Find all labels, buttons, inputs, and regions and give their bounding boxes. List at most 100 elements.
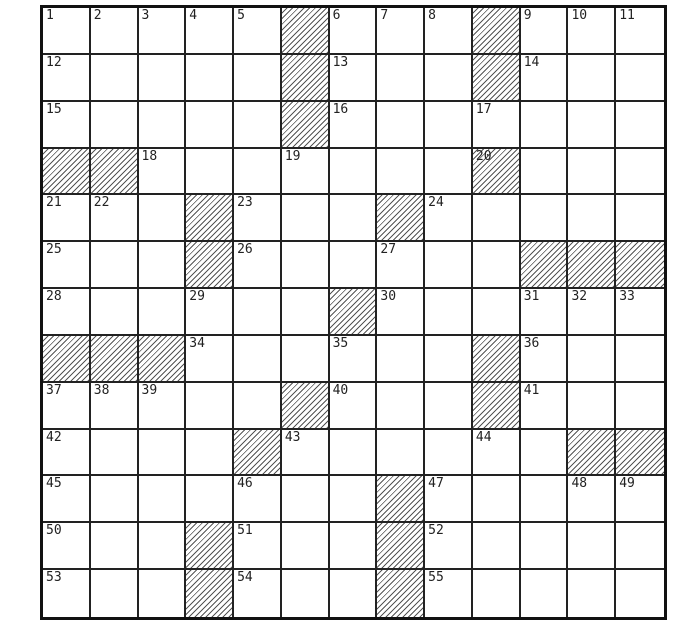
- crossword-cell[interactable]: [568, 335, 617, 383]
- crossword-cell[interactable]: 41: [520, 382, 569, 430]
- crossword-cell[interactable]: 50: [43, 523, 91, 571]
- crossword-cell[interactable]: [138, 195, 187, 243]
- crossword-cell[interactable]: [90, 523, 139, 571]
- crossword-cell[interactable]: [234, 54, 282, 102]
- crossword-cell[interactable]: [234, 382, 282, 430]
- crossword-cell[interactable]: [281, 195, 330, 243]
- crossword-cell[interactable]: [90, 476, 139, 524]
- crossword-cell[interactable]: [329, 570, 378, 617]
- crossword-cell[interactable]: 1: [43, 8, 91, 55]
- crossword-cell[interactable]: 25: [43, 242, 91, 290]
- crossword-cell[interactable]: [520, 476, 569, 524]
- crossword-cell[interactable]: [329, 148, 378, 196]
- crossword-cell[interactable]: [90, 242, 139, 290]
- crossword-cell[interactable]: 38: [90, 382, 139, 430]
- crossword-cell[interactable]: 46: [234, 476, 282, 524]
- crossword-cell[interactable]: 14: [520, 54, 569, 102]
- crossword-cell[interactable]: [616, 335, 664, 383]
- crossword-cell[interactable]: [234, 289, 282, 336]
- crossword-cell[interactable]: [568, 570, 617, 617]
- crossword-cell[interactable]: [329, 429, 378, 477]
- crossword-cell[interactable]: [90, 429, 139, 477]
- crossword-cell[interactable]: 40: [329, 382, 378, 430]
- crossword-cell[interactable]: [520, 429, 569, 477]
- crossword-cell[interactable]: 49: [616, 476, 664, 524]
- crossword-cell[interactable]: 17: [472, 101, 521, 149]
- crossword-cell[interactable]: [520, 148, 569, 196]
- crossword-cell[interactable]: 43: [281, 429, 330, 477]
- crossword-cell[interactable]: 22: [90, 195, 139, 243]
- crossword-cell[interactable]: [472, 289, 521, 336]
- crossword-cell[interactable]: [472, 476, 521, 524]
- crossword-cell[interactable]: [186, 476, 235, 524]
- crossword-cell[interactable]: [568, 195, 617, 243]
- crossword-cell[interactable]: [616, 195, 664, 243]
- crossword-cell[interactable]: 10: [568, 8, 617, 55]
- crossword-cell[interactable]: [568, 523, 617, 571]
- crossword-cell[interactable]: [138, 54, 187, 102]
- crossword-cell[interactable]: [138, 289, 187, 336]
- crossword-cell[interactable]: [520, 570, 569, 617]
- crossword-cell[interactable]: [234, 148, 282, 196]
- crossword-cell[interactable]: [520, 101, 569, 149]
- crossword-cell[interactable]: [281, 523, 330, 571]
- crossword-cell[interactable]: [425, 289, 473, 336]
- crossword-cell[interactable]: [616, 148, 664, 196]
- crossword-cell[interactable]: [425, 382, 473, 430]
- crossword-cell[interactable]: [472, 242, 521, 290]
- crossword-cell[interactable]: [425, 148, 473, 196]
- crossword-cell[interactable]: 11: [616, 8, 664, 55]
- crossword-cell[interactable]: [329, 242, 378, 290]
- crossword-cell[interactable]: [281, 335, 330, 383]
- crossword-cell[interactable]: [138, 476, 187, 524]
- crossword-cell[interactable]: [90, 101, 139, 149]
- crossword-cell[interactable]: [329, 195, 378, 243]
- crossword-cell[interactable]: 31: [520, 289, 569, 336]
- crossword-cell[interactable]: 36: [520, 335, 569, 383]
- crossword-cell[interactable]: 48: [568, 476, 617, 524]
- crossword-cell[interactable]: [138, 101, 187, 149]
- crossword-cell[interactable]: 3: [138, 8, 187, 55]
- crossword-cell[interactable]: 2: [90, 8, 139, 55]
- crossword-cell[interactable]: 23: [234, 195, 282, 243]
- crossword-cell[interactable]: 47: [425, 476, 473, 524]
- crossword-cell[interactable]: [568, 382, 617, 430]
- crossword-cell[interactable]: 7: [377, 8, 426, 55]
- crossword-cell[interactable]: [281, 242, 330, 290]
- crossword-cell[interactable]: 39: [138, 382, 187, 430]
- crossword-cell[interactable]: 9: [520, 8, 569, 55]
- crossword-cell[interactable]: 33: [616, 289, 664, 336]
- crossword-cell[interactable]: 13: [329, 54, 378, 102]
- crossword-cell[interactable]: 54: [234, 570, 282, 617]
- crossword-cell[interactable]: [377, 335, 426, 383]
- crossword-cell[interactable]: 42: [43, 429, 91, 477]
- crossword-cell[interactable]: [281, 570, 330, 617]
- crossword-cell[interactable]: 32: [568, 289, 617, 336]
- crossword-cell[interactable]: 5: [234, 8, 282, 55]
- crossword-cell[interactable]: 35: [329, 335, 378, 383]
- crossword-cell[interactable]: [281, 476, 330, 524]
- crossword-cell[interactable]: 44: [472, 429, 521, 477]
- crossword-cell[interactable]: [186, 382, 235, 430]
- crossword-cell[interactable]: 51: [234, 523, 282, 571]
- crossword-cell[interactable]: [90, 54, 139, 102]
- crossword-cell[interactable]: [377, 382, 426, 430]
- crossword-cell[interactable]: [425, 54, 473, 102]
- crossword-cell[interactable]: [472, 523, 521, 571]
- crossword-cell[interactable]: 8: [425, 8, 473, 55]
- crossword-cell[interactable]: [234, 335, 282, 383]
- crossword-cell[interactable]: [186, 54, 235, 102]
- crossword-cell[interactable]: [377, 101, 426, 149]
- crossword-cell[interactable]: [568, 148, 617, 196]
- crossword-cell[interactable]: [377, 429, 426, 477]
- crossword-cell[interactable]: 18: [138, 148, 187, 196]
- crossword-cell[interactable]: [377, 54, 426, 102]
- crossword-cell[interactable]: [281, 289, 330, 336]
- crossword-cell[interactable]: [616, 101, 664, 149]
- crossword-cell[interactable]: [616, 570, 664, 617]
- crossword-cell[interactable]: [616, 54, 664, 102]
- crossword-cell[interactable]: 21: [43, 195, 91, 243]
- crossword-cell[interactable]: [138, 429, 187, 477]
- crossword-cell[interactable]: 37: [43, 382, 91, 430]
- crossword-cell[interactable]: 4: [186, 8, 235, 55]
